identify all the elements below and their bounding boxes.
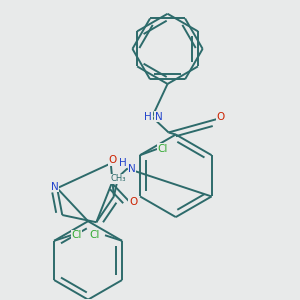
- Text: O: O: [129, 196, 137, 207]
- Text: H: H: [144, 112, 152, 122]
- Text: Cl: Cl: [89, 230, 99, 240]
- Text: N: N: [154, 112, 162, 122]
- Text: H: H: [119, 158, 127, 168]
- Text: O: O: [217, 112, 225, 122]
- Text: Cl: Cl: [71, 230, 82, 240]
- Text: CH₃: CH₃: [111, 174, 126, 183]
- Text: N: N: [51, 182, 58, 192]
- Text: O: O: [108, 155, 116, 165]
- Text: N: N: [128, 164, 136, 174]
- Text: Cl: Cl: [158, 144, 168, 154]
